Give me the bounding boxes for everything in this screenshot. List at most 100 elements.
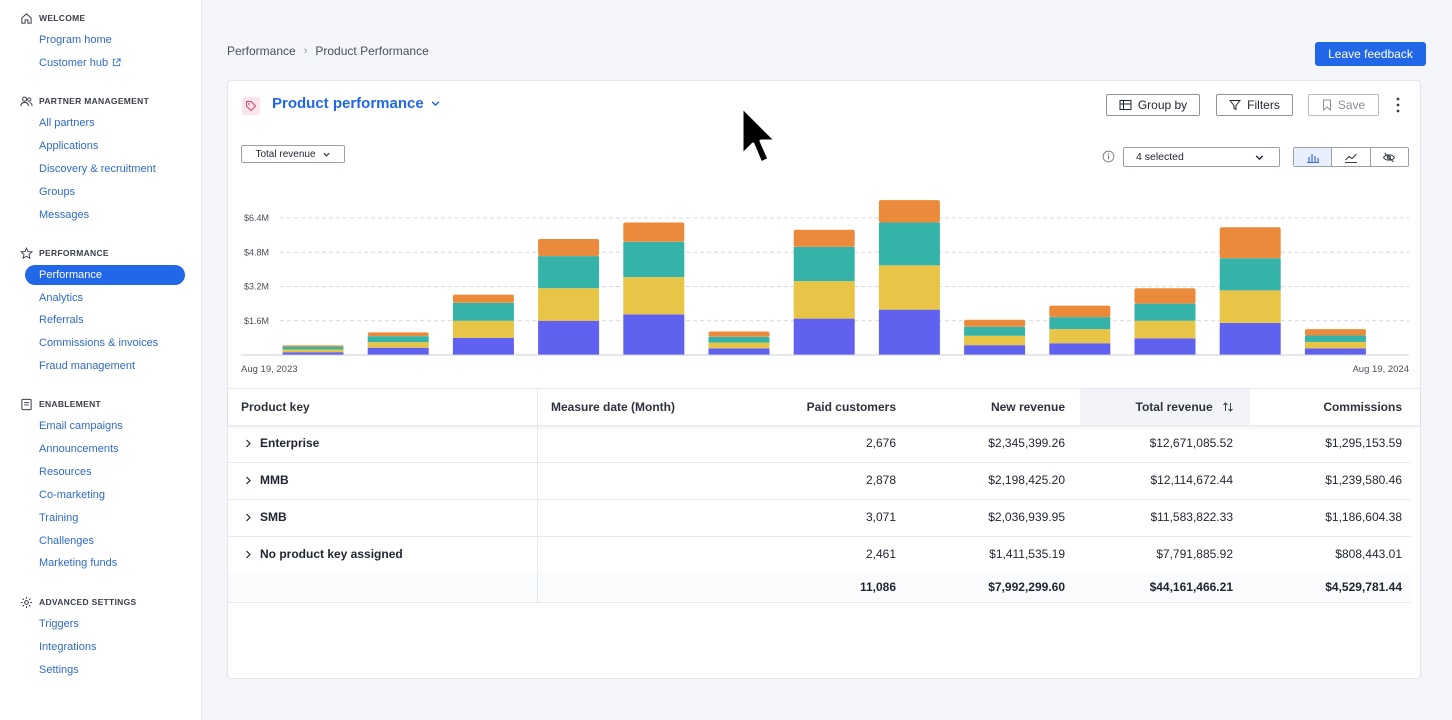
sidebar-item-commissions[interactable]: Commissions & invoices xyxy=(25,333,185,353)
column-header-paid-customers[interactable]: Paid customers xyxy=(806,400,896,414)
bar-segment[interactable] xyxy=(1134,320,1196,339)
series-select[interactable]: 4 selected xyxy=(1123,147,1280,167)
sidebar-item-applications[interactable]: Applications xyxy=(25,136,185,156)
sidebar-item-groups[interactable]: Groups xyxy=(25,182,185,202)
bar-segment[interactable] xyxy=(1049,329,1111,344)
bar-segment[interactable] xyxy=(538,288,600,321)
bar-segment[interactable] xyxy=(964,326,1026,336)
bar-segment[interactable] xyxy=(452,294,514,303)
more-options-icon[interactable] xyxy=(1392,96,1404,114)
breadcrumb-parent[interactable]: Performance xyxy=(227,44,296,58)
bar-segment[interactable] xyxy=(793,318,855,355)
bar-segment[interactable] xyxy=(538,256,600,289)
table-row[interactable]: No product key assigned 2,461 $1,411,535.1… xyxy=(228,536,1411,574)
sidebar-item-analytics[interactable]: Analytics xyxy=(25,288,185,308)
sidebar-item-customer-hub[interactable]: Customer hub xyxy=(25,53,185,73)
sidebar-item-fraud[interactable]: Fraud management xyxy=(25,356,185,376)
bar-segment[interactable] xyxy=(708,336,770,343)
sidebar-item-resources[interactable]: Resources xyxy=(25,462,185,482)
chevron-right-icon[interactable] xyxy=(244,550,252,559)
bar-segment[interactable] xyxy=(793,246,855,282)
bar-segment[interactable] xyxy=(452,302,514,321)
bar-segment[interactable] xyxy=(623,241,685,278)
bar-segment[interactable] xyxy=(878,309,940,355)
column-header-commissions[interactable]: Commissions xyxy=(1323,400,1402,414)
bar-segment[interactable] xyxy=(793,229,855,247)
sidebar-item-announcements[interactable]: Announcements xyxy=(25,439,185,459)
bar-segment[interactable] xyxy=(538,320,600,355)
sidebar-item-all-partners[interactable]: All partners xyxy=(25,113,185,133)
bar-segment[interactable] xyxy=(878,222,940,266)
sidebar-item-challenges[interactable]: Challenges xyxy=(25,531,185,551)
bar-segment[interactable] xyxy=(878,265,940,310)
metric-select[interactable]: Total revenue xyxy=(241,145,345,163)
bar-segment[interactable] xyxy=(1304,329,1366,336)
sidebar-item-messages[interactable]: Messages xyxy=(25,205,185,225)
bar-segment[interactable] xyxy=(793,281,855,319)
info-icon[interactable] xyxy=(1102,150,1115,163)
bar-chart-view-button[interactable] xyxy=(1294,148,1333,166)
column-header-total-revenue[interactable]: Total revenue xyxy=(1080,389,1250,425)
sidebar-item-training[interactable]: Training xyxy=(25,508,185,528)
sidebar-item-program-home[interactable]: Program home xyxy=(25,30,185,50)
bar-segment[interactable] xyxy=(282,352,344,355)
table-row[interactable]: Enterprise 2,676 $2,345,399.26 $12,671,085.… xyxy=(228,425,1411,463)
bar-segment[interactable] xyxy=(964,319,1026,327)
bar-segment[interactable] xyxy=(964,335,1026,346)
bar-segment[interactable] xyxy=(1219,322,1281,355)
bar-segment[interactable] xyxy=(1304,335,1366,342)
bar-segment[interactable] xyxy=(708,342,770,349)
chevron-right-icon[interactable] xyxy=(244,513,252,522)
sidebar-item-email-campaigns[interactable]: Email campaigns xyxy=(25,416,185,436)
bar-segment[interactable] xyxy=(1219,258,1281,291)
bar-segment[interactable] xyxy=(708,331,770,337)
bar-segment[interactable] xyxy=(367,332,429,337)
filters-button[interactable]: Filters xyxy=(1216,94,1293,116)
line-chart-view-button[interactable] xyxy=(1332,148,1371,166)
bar-segment[interactable] xyxy=(1134,288,1196,304)
save-button[interactable]: Save xyxy=(1308,94,1379,116)
bar-segment[interactable] xyxy=(1219,290,1281,323)
bar-segment[interactable] xyxy=(623,222,685,242)
bar-segment[interactable] xyxy=(282,346,344,350)
bar-segment[interactable] xyxy=(623,277,685,315)
sidebar-item-settings[interactable]: Settings xyxy=(25,660,185,680)
sidebar-item-discovery[interactable]: Discovery & recruitment xyxy=(25,159,185,179)
chevron-right-icon[interactable] xyxy=(244,476,252,485)
sidebar-item-performance[interactable]: Performance xyxy=(25,265,185,285)
group-by-button[interactable]: Group by xyxy=(1106,94,1200,116)
bar-segment[interactable] xyxy=(1304,341,1366,349)
column-header-product-key[interactable]: Product key xyxy=(241,400,310,414)
bar-segment[interactable] xyxy=(538,239,600,257)
sidebar-item-triggers[interactable]: Triggers xyxy=(25,614,185,634)
bar-segment[interactable] xyxy=(1219,227,1281,259)
bar-segment[interactable] xyxy=(964,345,1026,355)
bar-segment[interactable] xyxy=(452,337,514,355)
column-header-measure-date[interactable]: Measure date (Month) xyxy=(551,400,676,414)
bar-segment[interactable] xyxy=(1049,317,1111,330)
sidebar-item-co-marketing[interactable]: Co-marketing xyxy=(25,485,185,505)
bar-segment[interactable] xyxy=(452,320,514,338)
table-row[interactable]: SMB 3,071 $2,036,939.95 $11,583,822.33 $1,18… xyxy=(228,499,1411,537)
bar-segment[interactable] xyxy=(623,314,685,355)
bar-segment[interactable] xyxy=(708,348,770,355)
sidebar-item-marketing-funds[interactable]: Marketing funds xyxy=(25,553,185,573)
bar-segment[interactable] xyxy=(367,336,429,343)
column-header-new-revenue[interactable]: New revenue xyxy=(990,400,1065,414)
bar-segment[interactable] xyxy=(367,342,429,348)
bar-segment[interactable] xyxy=(282,345,344,347)
bar-segment[interactable] xyxy=(1049,343,1111,355)
sidebar-item-integrations[interactable]: Integrations xyxy=(25,637,185,657)
bar-segment[interactable] xyxy=(1134,303,1196,321)
hide-chart-button[interactable] xyxy=(1371,148,1408,166)
sidebar-item-referrals[interactable]: Referrals xyxy=(25,310,185,330)
bar-segment[interactable] xyxy=(878,200,940,223)
leave-feedback-button[interactable]: Leave feedback xyxy=(1315,42,1426,66)
bar-segment[interactable] xyxy=(282,349,344,353)
bar-segment[interactable] xyxy=(1049,305,1111,318)
table-row[interactable]: MMB 2,878 $2,198,425.20 $12,114,672.44 $1,23… xyxy=(228,462,1411,500)
bar-segment[interactable] xyxy=(367,347,429,355)
report-title-dropdown[interactable]: Product performance xyxy=(272,95,441,112)
bar-segment[interactable] xyxy=(1304,348,1366,355)
bar-segment[interactable] xyxy=(1134,338,1196,355)
